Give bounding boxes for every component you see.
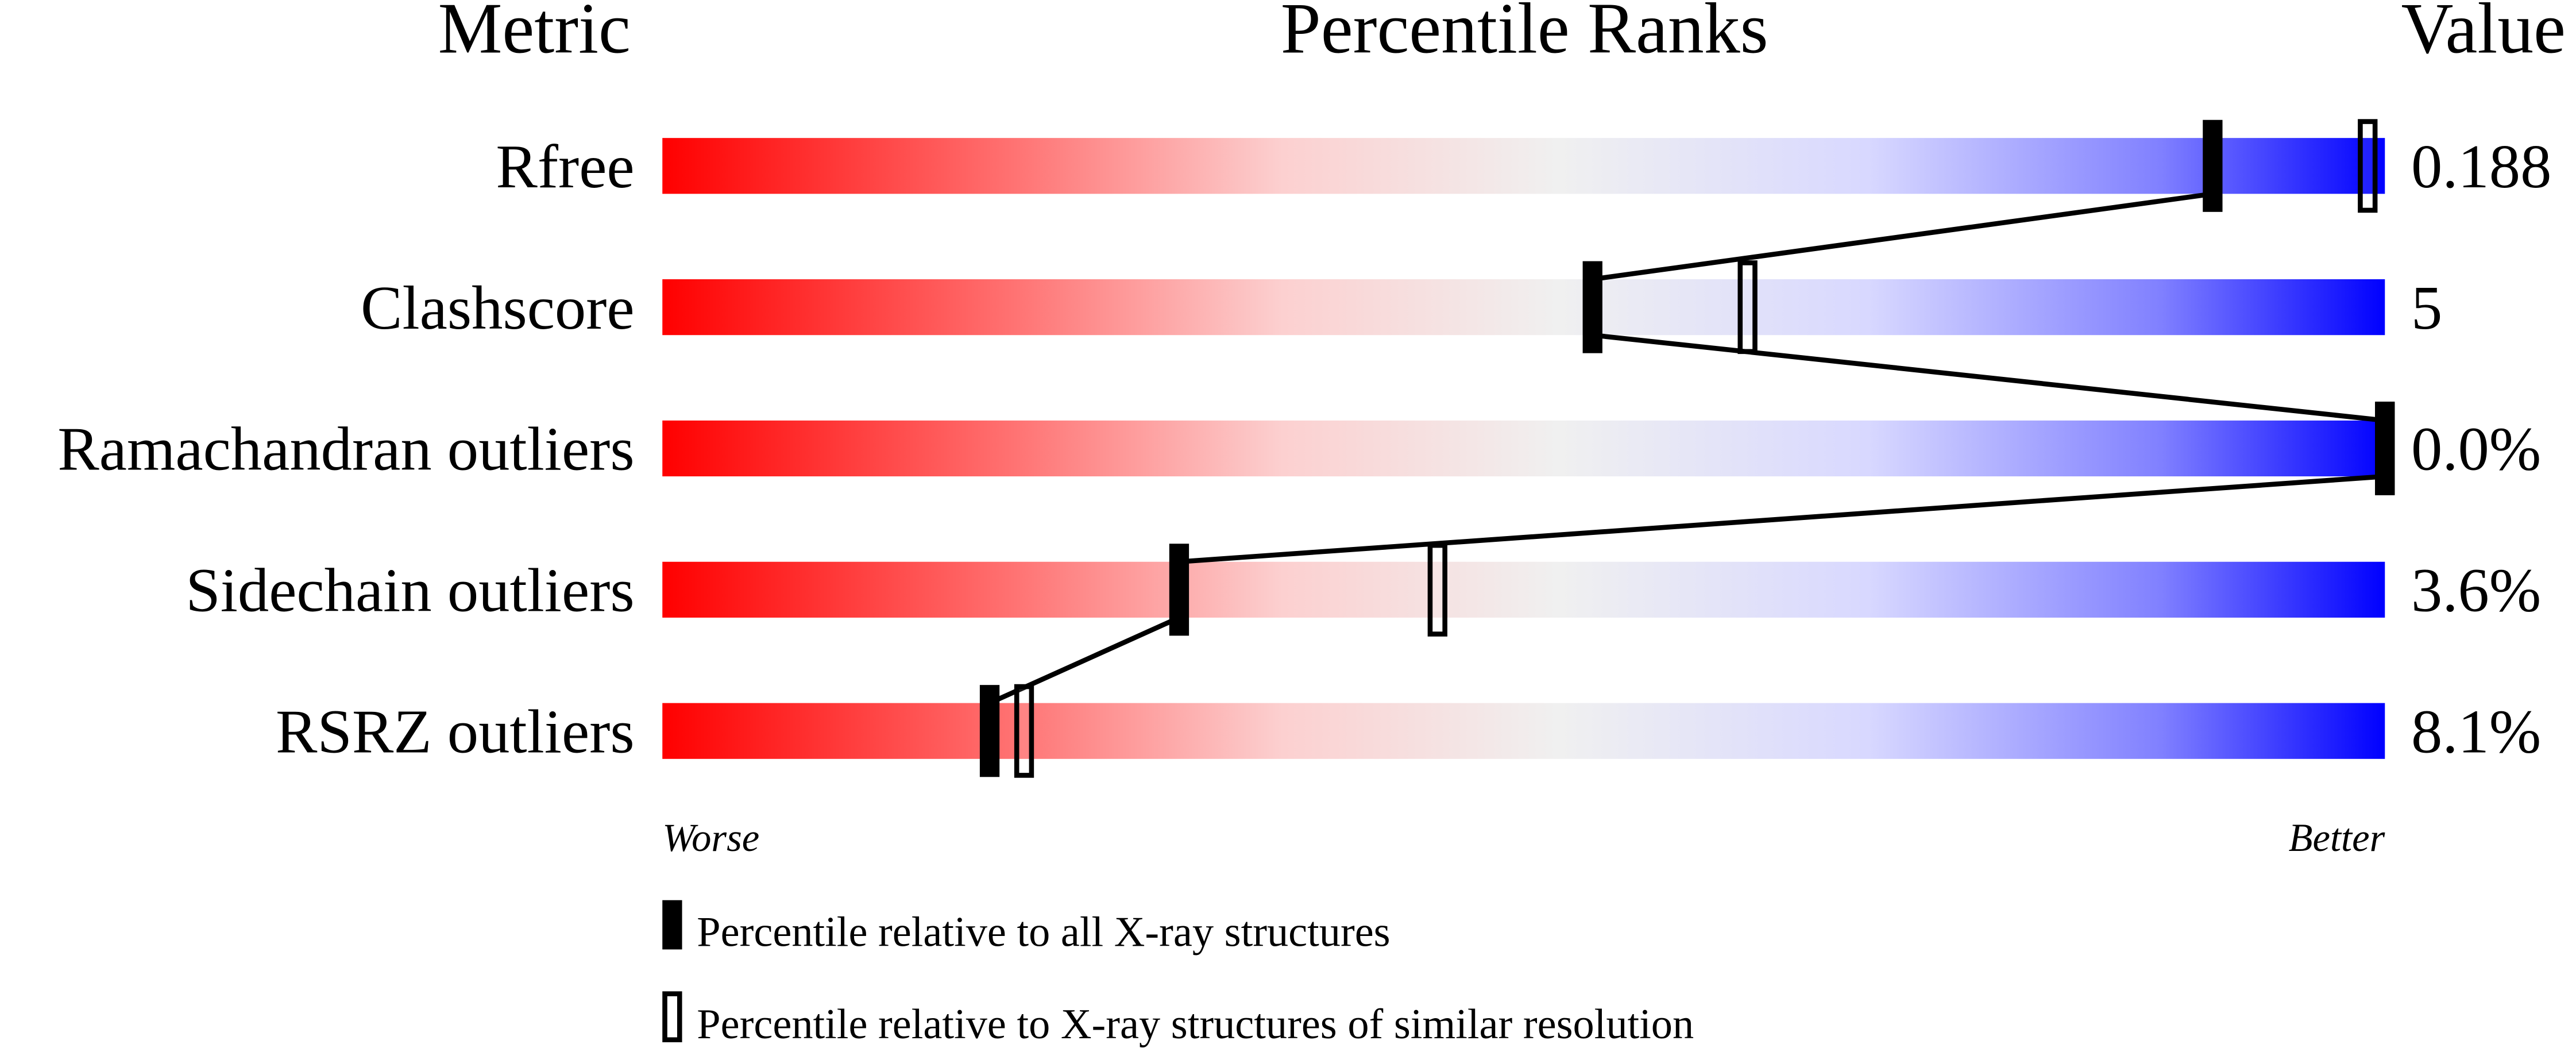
all-structures-marker: [1582, 261, 1602, 353]
header-value: Value: [2401, 0, 2566, 68]
connector-line: [1179, 473, 2385, 565]
similar-resolution-marker: [2358, 119, 2378, 213]
metric-value: 0.0%: [2411, 415, 2541, 484]
header-metric: Metric: [438, 0, 631, 68]
all-structures-marker: [979, 685, 1000, 777]
metric-label: RSRZ outliers: [276, 697, 635, 766]
legend-label-all: Percentile relative to all X-ray structu…: [697, 909, 1390, 956]
axis-better-label: Better: [2289, 816, 2385, 860]
similar-resolution-marker: [1737, 260, 1758, 355]
metric-value: 8.1%: [2411, 697, 2541, 766]
metric-value: 5: [2411, 273, 2442, 342]
header-percentile-ranks: Percentile Ranks: [1281, 0, 1768, 68]
legend-label-similar: Percentile relative to X-ray structures …: [697, 1001, 1694, 1048]
legend-filled-marker-icon: [662, 900, 682, 950]
all-structures-marker: [2203, 120, 2223, 212]
metric-row: Rfree 0.188: [496, 132, 2551, 201]
percentile-bar: [662, 703, 2385, 759]
axis-worse-label: Worse: [662, 816, 759, 860]
metric-row: Clashscore 5: [361, 273, 2442, 342]
metric-label: Ramachandran outliers: [57, 415, 634, 484]
metric-row: RSRZ outliers 8.1%: [276, 697, 2541, 766]
metric-label: Clashscore: [361, 273, 635, 342]
metric-value: 0.188: [2411, 132, 2551, 201]
metric-label: Rfree: [496, 132, 634, 201]
percentile-bar: [662, 279, 2385, 336]
all-structures-marker: [2375, 402, 2395, 495]
connector-line: [1592, 332, 2385, 423]
percentile-bar: [662, 420, 2385, 477]
metric-row: Ramachandran outliers 0.0%: [57, 415, 2541, 484]
metric-value: 3.6%: [2411, 556, 2541, 625]
metric-label: Sidechain outliers: [186, 556, 634, 625]
connector-line: [1592, 191, 2213, 282]
similar-resolution-marker: [1014, 684, 1034, 778]
percentile-bar: [662, 138, 2385, 194]
percentile-bar: [662, 561, 2385, 618]
metric-row: Sidechain outliers 3.6%: [186, 556, 2541, 625]
legend-hollow-marker-icon: [662, 991, 682, 1042]
similar-resolution-marker: [1427, 542, 1447, 637]
all-structures-marker: [1169, 544, 1189, 636]
